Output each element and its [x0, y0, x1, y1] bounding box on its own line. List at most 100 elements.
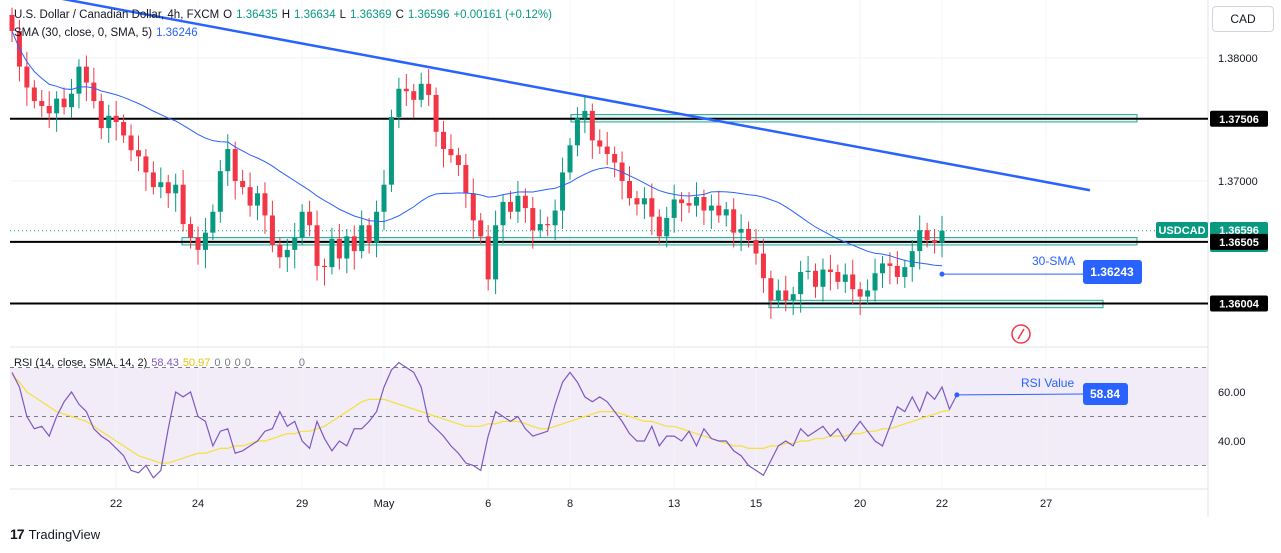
candle[interactable] — [225, 149, 231, 172]
candle[interactable] — [879, 263, 885, 274]
candle[interactable] — [634, 198, 640, 205]
candle[interactable] — [790, 294, 796, 301]
candle[interactable] — [143, 156, 149, 173]
candle[interactable] — [478, 220, 484, 237]
candle[interactable] — [247, 187, 253, 206]
candle[interactable] — [188, 224, 194, 238]
candle[interactable] — [567, 145, 573, 173]
candle[interactable] — [850, 274, 856, 290]
rsi-line[interactable] — [11, 361, 958, 479]
candle[interactable] — [872, 273, 878, 291]
candle[interactable] — [69, 93, 75, 108]
candle[interactable] — [686, 203, 692, 206]
candle[interactable] — [530, 208, 536, 231]
candle[interactable] — [366, 225, 372, 243]
candle[interactable] — [344, 236, 350, 259]
candle[interactable] — [470, 193, 476, 221]
candle[interactable] — [522, 195, 528, 209]
rsi-legend-label[interactable]: RSI (14, close, SMA, 14, 2) — [14, 357, 148, 369]
candle[interactable] — [827, 269, 833, 273]
candle[interactable] — [537, 224, 543, 231]
alert-icon[interactable] — [1011, 324, 1031, 344]
candle[interactable] — [411, 91, 417, 100]
candle[interactable] — [307, 211, 313, 226]
candle[interactable] — [649, 198, 655, 217]
candle[interactable] — [284, 249, 290, 258]
candle[interactable] — [723, 209, 729, 216]
candle[interactable] — [731, 209, 737, 233]
candle[interactable] — [351, 236, 357, 252]
candle[interactable] — [627, 181, 633, 199]
candle[interactable] — [98, 101, 104, 129]
candle[interactable] — [768, 278, 774, 301]
candle[interactable] — [500, 201, 506, 226]
candle[interactable] — [545, 224, 551, 226]
candle[interactable] — [939, 230, 945, 243]
candle[interactable] — [455, 155, 461, 166]
candle[interactable] — [9, 14, 15, 31]
candle[interactable] — [31, 87, 37, 102]
candle[interactable] — [708, 205, 714, 211]
candle[interactable] — [820, 269, 826, 287]
candle[interactable] — [83, 66, 89, 83]
candle[interactable] — [403, 88, 409, 92]
candle[interactable] — [374, 211, 380, 243]
candle[interactable] — [560, 172, 566, 211]
candle[interactable] — [396, 88, 402, 118]
candle[interactable] — [150, 172, 156, 188]
candle[interactable] — [195, 237, 201, 250]
candle[interactable] — [493, 225, 499, 280]
candle[interactable] — [262, 193, 268, 216]
tradingview-logo[interactable]: 17 TradingView — [10, 526, 100, 542]
candle[interactable] — [91, 82, 97, 102]
candle[interactable] — [448, 149, 454, 156]
candle[interactable] — [121, 121, 127, 136]
candle[interactable] — [738, 228, 744, 233]
candle[interactable] — [664, 217, 670, 237]
candle[interactable] — [485, 236, 491, 280]
candle[interactable] — [760, 253, 766, 279]
candle[interactable] — [917, 230, 923, 252]
descending-trendline[interactable] — [10, 0, 1091, 192]
candle[interactable] — [552, 210, 558, 226]
candle[interactable] — [671, 199, 677, 218]
candle[interactable] — [604, 146, 610, 154]
candle[interactable] — [113, 115, 119, 122]
candle[interactable] — [61, 98, 67, 108]
candle[interactable] — [173, 184, 179, 194]
rsi-ma-line[interactable] — [11, 374, 950, 464]
currency-button[interactable]: CAD — [1212, 6, 1274, 32]
candle[interactable] — [441, 131, 447, 150]
candle[interactable] — [381, 184, 387, 212]
candle[interactable] — [589, 110, 595, 141]
candle[interactable] — [887, 263, 893, 266]
candle[interactable] — [894, 265, 900, 277]
candle[interactable] — [582, 110, 588, 119]
candle[interactable] — [924, 230, 930, 241]
candle[interactable] — [641, 198, 647, 205]
candle[interactable] — [292, 237, 298, 250]
candle[interactable] — [202, 232, 208, 250]
candle[interactable] — [746, 228, 752, 241]
candle[interactable] — [597, 140, 603, 147]
candle[interactable] — [240, 181, 246, 188]
candle[interactable] — [701, 196, 707, 211]
candle[interactable] — [336, 238, 342, 259]
candle[interactable] — [433, 94, 439, 132]
candle[interactable] — [902, 267, 908, 277]
candle[interactable] — [813, 270, 819, 287]
candle[interactable] — [805, 270, 811, 273]
candle[interactable] — [321, 265, 327, 268]
candle[interactable] — [277, 244, 283, 258]
candle[interactable] — [217, 171, 223, 212]
candle[interactable] — [46, 105, 52, 114]
candle[interactable] — [693, 196, 699, 206]
candle[interactable] — [515, 195, 521, 212]
candle[interactable] — [507, 201, 513, 212]
candle[interactable] — [329, 238, 335, 268]
candle[interactable] — [128, 135, 134, 151]
candle[interactable] — [54, 98, 60, 114]
candle[interactable] — [909, 251, 915, 268]
candle[interactable] — [932, 240, 938, 243]
